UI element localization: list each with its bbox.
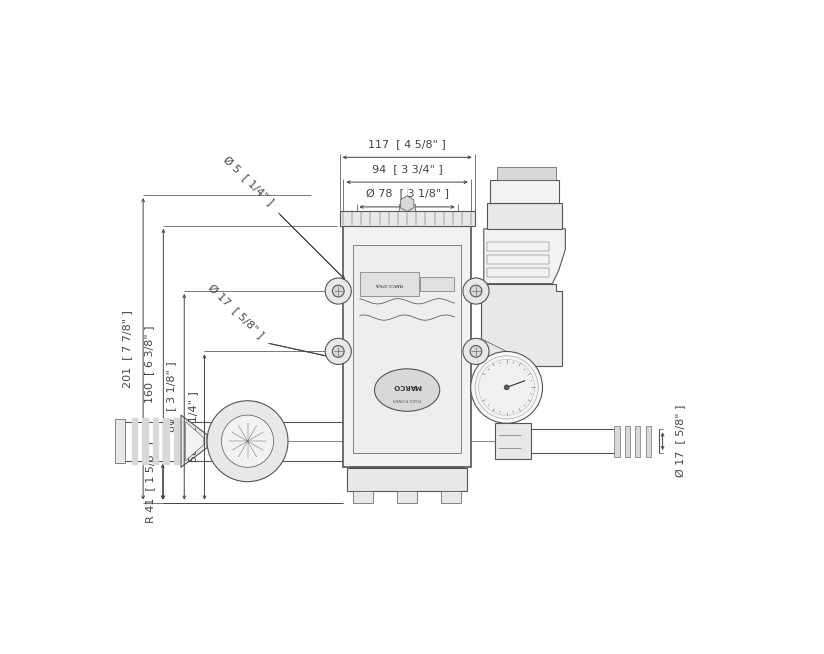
- Text: 160  [ 6 3/8" ]: 160 [ 6 3/8" ]: [144, 326, 154, 403]
- Bar: [339, 211, 475, 226]
- Circle shape: [325, 338, 351, 364]
- Text: Ø 5  [ 1/4" ]: Ø 5 [ 1/4" ]: [221, 155, 275, 207]
- Circle shape: [470, 285, 482, 297]
- Bar: [397, 490, 417, 502]
- Bar: [347, 468, 467, 490]
- Bar: [487, 267, 549, 277]
- Circle shape: [475, 356, 538, 419]
- Polygon shape: [484, 229, 565, 284]
- Bar: [420, 277, 455, 291]
- Text: Ø 17  [ 5/8" ]: Ø 17 [ 5/8" ]: [676, 405, 686, 477]
- Text: Ø 17  [ 5/8" ]: Ø 17 [ 5/8" ]: [206, 283, 265, 340]
- Bar: [115, 419, 125, 464]
- Circle shape: [222, 415, 274, 468]
- Text: MARCO UP6/A: MARCO UP6/A: [376, 282, 403, 286]
- Text: 201  [ 7 7/8" ]: 201 [ 7 7/8" ]: [122, 310, 132, 388]
- Bar: [615, 426, 620, 457]
- Bar: [350, 468, 464, 479]
- Polygon shape: [185, 422, 204, 461]
- Bar: [344, 226, 471, 468]
- Bar: [360, 271, 419, 296]
- Bar: [487, 254, 549, 264]
- Bar: [400, 203, 415, 211]
- Polygon shape: [400, 196, 414, 211]
- Circle shape: [332, 285, 344, 297]
- Polygon shape: [487, 203, 562, 229]
- Bar: [625, 426, 630, 457]
- Circle shape: [332, 345, 344, 357]
- Bar: [487, 241, 549, 250]
- Text: R 41  [ 1 5/8" ]: R 41 [ 1 5/8" ]: [145, 441, 155, 523]
- Text: 58  [ 2 1/4" ]: 58 [ 2 1/4" ]: [188, 392, 198, 462]
- Circle shape: [325, 278, 351, 304]
- Circle shape: [207, 401, 288, 481]
- Bar: [635, 426, 640, 457]
- Text: 117  [ 4 5/8" ]: 117 [ 4 5/8" ]: [368, 139, 446, 150]
- Polygon shape: [490, 180, 559, 203]
- Polygon shape: [181, 415, 207, 468]
- Bar: [353, 245, 461, 453]
- Text: MARCO: MARCO: [393, 383, 422, 389]
- Circle shape: [504, 385, 509, 390]
- Bar: [353, 490, 372, 502]
- Circle shape: [479, 359, 535, 415]
- Circle shape: [471, 351, 542, 423]
- Bar: [495, 423, 531, 459]
- Circle shape: [470, 345, 482, 357]
- Circle shape: [463, 278, 489, 304]
- Bar: [497, 167, 555, 180]
- Polygon shape: [480, 284, 562, 366]
- Circle shape: [463, 338, 489, 364]
- Text: 80  [ 3 1/8" ]: 80 [ 3 1/8" ]: [166, 362, 176, 432]
- Text: Ø 78  [ 3 1/8" ]: Ø 78 [ 3 1/8" ]: [366, 189, 448, 199]
- Bar: [646, 426, 651, 457]
- Text: FLUID POWER: FLUID POWER: [393, 397, 421, 401]
- Text: 94  [ 3 3/4" ]: 94 [ 3 3/4" ]: [372, 164, 442, 174]
- Bar: [442, 490, 461, 502]
- Ellipse shape: [374, 369, 440, 411]
